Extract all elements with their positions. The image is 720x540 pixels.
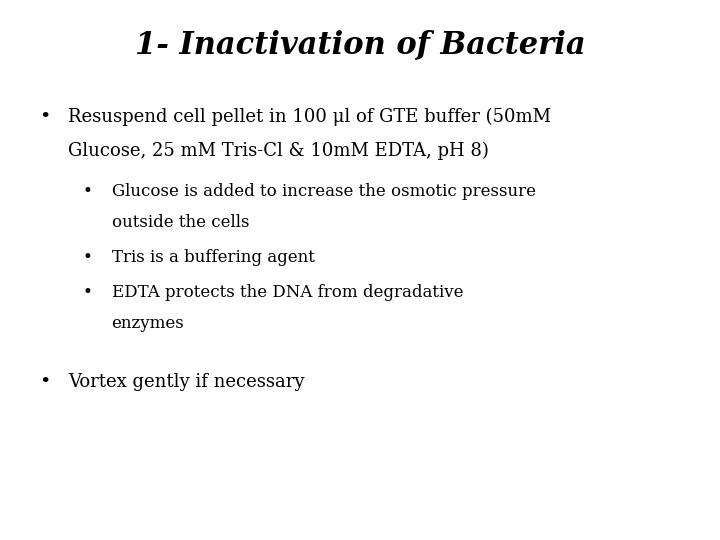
Text: •: •	[83, 183, 93, 200]
Text: enzymes: enzymes	[112, 315, 184, 332]
Text: •: •	[83, 284, 93, 301]
Text: •: •	[83, 249, 93, 266]
Text: Glucose, 25 mM Tris-Cl & 10mM EDTA, pH 8): Glucose, 25 mM Tris-Cl & 10mM EDTA, pH 8…	[68, 142, 490, 160]
Text: •: •	[40, 373, 51, 392]
Text: EDTA protects the DNA from degradative: EDTA protects the DNA from degradative	[112, 284, 463, 301]
Text: 1- Inactivation of Bacteria: 1- Inactivation of Bacteria	[135, 30, 585, 60]
Text: •: •	[40, 108, 51, 126]
Text: Vortex gently if necessary: Vortex gently if necessary	[68, 373, 305, 392]
Text: Tris is a buffering agent: Tris is a buffering agent	[112, 249, 315, 266]
Text: Resuspend cell pellet in 100 μl of GTE buffer (50mM: Resuspend cell pellet in 100 μl of GTE b…	[68, 108, 552, 126]
Text: outside the cells: outside the cells	[112, 214, 249, 231]
Text: Glucose is added to increase the osmotic pressure: Glucose is added to increase the osmotic…	[112, 183, 536, 200]
